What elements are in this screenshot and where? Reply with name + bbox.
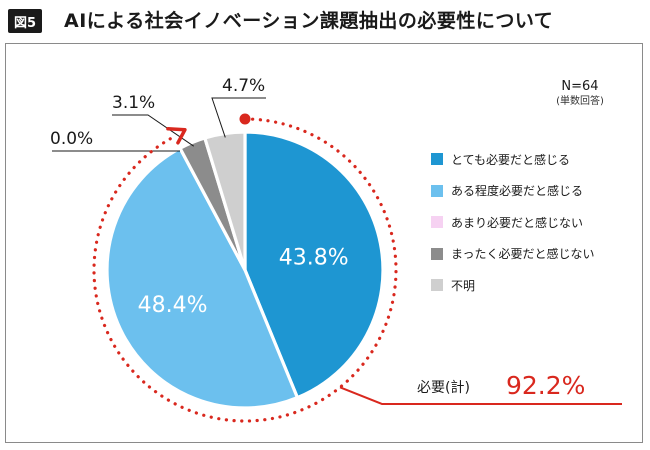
- summary-arc: [92, 117, 398, 423]
- legend-label: 不明: [451, 278, 476, 293]
- chart-title: AIによる社会イノベーション課題抽出の必要性について: [64, 10, 554, 32]
- response-type-note: (単数回答): [556, 96, 604, 107]
- legend-swatch: [431, 279, 443, 291]
- label-not-necessary-at-all: 3.1%: [112, 93, 155, 113]
- summary-value: 92.2%: [506, 371, 585, 400]
- legend-item-not-necessary-at-all: まったく必要だと感じない: [431, 246, 595, 262]
- chart-legend: とても必要だと感じる ある程度必要だと感じる あまり必要だと感じない まったく必要だと…: [431, 151, 595, 309]
- slice-unknown: [202, 130, 247, 271]
- summary-label: 必要(計): [417, 380, 470, 396]
- summary-arc-arrowhead: [166, 127, 187, 145]
- legend-item-very-necessary: とても必要だと感じる: [431, 151, 595, 167]
- legend-swatch: [431, 216, 443, 228]
- legend-label: ある程度必要だと感じる: [451, 184, 584, 198]
- legend-label: まったく必要だと感じない: [451, 247, 595, 261]
- legend-swatch: [431, 247, 443, 260]
- figure-number-badge: 図5: [8, 9, 42, 33]
- legend-label: とても必要だと感じる: [451, 152, 571, 167]
- leader-line: [112, 114, 195, 147]
- legend-swatch: [431, 153, 443, 165]
- label-not-very-necessary: 0.0%: [50, 129, 93, 149]
- label-unknown: 4.7%: [222, 76, 265, 96]
- legend-item-somewhat-necessary: ある程度必要だと感じる: [431, 183, 595, 199]
- summary-connector-line: [339, 386, 622, 405]
- leader-line: [211, 97, 266, 138]
- label-somewhat-necessary: 48.4%: [138, 293, 208, 318]
- legend-swatch: [431, 184, 443, 197]
- summary-arc-start-dot: [239, 113, 251, 125]
- legend-label: あまり必要だと感じない: [451, 215, 584, 230]
- slice-very-necessary: [243, 130, 385, 400]
- legend-item-unknown: 不明: [431, 277, 595, 293]
- sample-size-label: N=64: [561, 79, 599, 94]
- slice-somewhat-necessary: [105, 146, 300, 410]
- label-very-necessary: 43.8%: [279, 245, 349, 270]
- chart-frame: [5, 43, 643, 443]
- legend-item-not-very-necessary: あまり必要だと感じない: [431, 214, 595, 230]
